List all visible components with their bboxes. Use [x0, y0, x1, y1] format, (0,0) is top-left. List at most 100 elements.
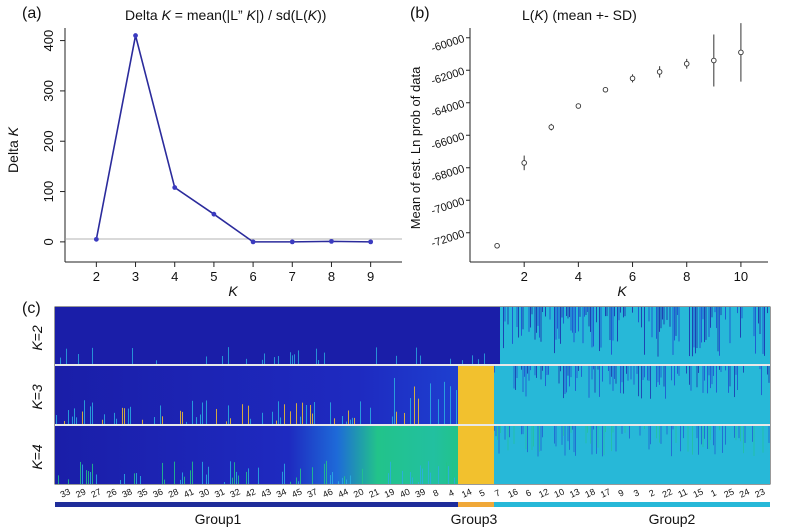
k3-admixture-bar: [597, 366, 599, 370]
panel-a-xtick-label: 5: [210, 269, 217, 284]
k3-admixture-bar: [202, 402, 203, 424]
k2-admixture-bar: [536, 307, 537, 333]
k2-admixture-bar: [588, 307, 590, 327]
sample-label: 7: [493, 488, 502, 499]
k2-admixture-bar: [617, 307, 618, 342]
k3-cluster-yellow: [458, 366, 494, 424]
k4-admixture-bar: [672, 426, 674, 430]
k4-admixture-bar: [58, 475, 59, 484]
k2-admixture-bar: [702, 307, 704, 320]
k4-admixture-bar: [738, 426, 740, 439]
k2-admixture-bar: [554, 307, 555, 354]
k3-admixture-bar: [734, 366, 735, 398]
k4-admixture-bar: [591, 426, 593, 455]
lk-point: [683, 61, 690, 67]
k3-admixture-bar: [644, 366, 645, 378]
k3-admixture-bar: [657, 366, 659, 383]
k2-admixture-bar: [534, 307, 536, 340]
k3-admixture-bar: [515, 366, 516, 390]
delta-k-point: [329, 238, 334, 244]
k4-admixture-bar: [346, 479, 347, 484]
panel-a-ylabel-part-1: K: [5, 126, 21, 136]
k4-admixture-bar: [446, 462, 447, 484]
k4-admixture-bar: [587, 426, 588, 433]
k2-admixture-bar: [725, 307, 726, 320]
panel-b-xlabel: K: [617, 283, 627, 299]
sample-label: 3: [632, 488, 641, 499]
k4-admixture-bar: [412, 477, 413, 484]
k3-admixture-bar: [548, 366, 549, 375]
k4-admixture-bar: [282, 471, 283, 484]
k4-admixture-bar: [248, 468, 249, 484]
panel-b-ytick-label: -60000: [430, 33, 466, 55]
k2-admixture-bar: [316, 348, 317, 364]
panel-a-ylabel-part-0: Delta: [5, 136, 21, 173]
panel-a-delta-k-chart: Delta K = mean(|L” K|) / sd(L(K)) Delta …: [5, 7, 402, 299]
sample-label: 25: [722, 486, 735, 499]
k2-admixture-bar: [318, 360, 319, 364]
k3-admixture-bar: [716, 366, 717, 393]
k3-admixture-bar: [627, 366, 629, 381]
k2-admixture-bar: [656, 307, 657, 339]
k3-admixture-bar: [430, 383, 431, 424]
k4-admixture-bar: [124, 473, 125, 484]
k3-admixture-bar: [56, 415, 57, 424]
k3-admixture-bar: [636, 366, 638, 374]
k2-admixture-bar: [657, 307, 659, 357]
panel-a-xtick-label: 6: [249, 269, 256, 284]
k2-admixture-bar: [262, 359, 263, 364]
panel-a-title-part-3: K: [247, 7, 257, 23]
sample-label: 2: [647, 488, 656, 499]
k3-admixture-bar: [720, 366, 722, 372]
k2-admixture-bar: [278, 356, 279, 364]
k3-admixture-bar: [563, 366, 564, 399]
k4-admixture-bar: [644, 426, 645, 430]
k3-admixture-bar: [162, 416, 163, 424]
k2-admixture-bar: [274, 357, 275, 364]
k2-admixture-bar: [651, 307, 653, 338]
k3-admixture-bar: [262, 412, 263, 424]
group1-bar: [55, 502, 458, 507]
panel-c-letter: (c): [22, 300, 41, 317]
sample-label: 36: [151, 486, 164, 499]
k4-admixture-bar: [542, 426, 543, 438]
k3-admixture-bar: [396, 411, 397, 424]
lk-point: [738, 49, 744, 56]
k4-admixture-bar: [284, 463, 285, 484]
sample-label: 26: [105, 486, 118, 499]
lk-point: [575, 103, 582, 109]
k3-admixture-bar: [527, 366, 528, 374]
k2-admixture-bar: [611, 307, 612, 355]
sample-label: 27: [90, 486, 103, 499]
k4-admixture-bar: [134, 473, 135, 484]
k3-admixture-bar: [735, 366, 737, 375]
k3-admixture-bar: [206, 400, 207, 424]
k3-admixture-bar: [342, 416, 343, 424]
k3-admixture-bar: [767, 366, 768, 375]
k4-admixture-bar: [238, 475, 239, 484]
k3-admixture-bar: [104, 414, 105, 424]
k2-admixture-bar: [591, 307, 593, 348]
k3-admixture-bar: [124, 408, 125, 424]
k3-admixture-bar: [68, 410, 69, 424]
k4-admixture-bar: [190, 470, 191, 484]
k2-admixture-bar: [716, 307, 717, 329]
sample-label: 21: [367, 486, 380, 499]
panel-a-xtick-label: 4: [171, 269, 178, 284]
k3-admixture-bar: [438, 399, 439, 424]
k4-admixture-bar: [624, 426, 626, 433]
sample-label: 37: [306, 486, 319, 499]
k3-cluster-light-blue: [494, 366, 770, 424]
k3-admixture-bar: [522, 366, 524, 393]
k3-admixture-bar: [567, 366, 569, 376]
panel-a-title-part-2: = mean(|L”: [171, 7, 247, 23]
k2-admixture-bar: [228, 347, 229, 364]
k4-admixture-bar: [572, 426, 573, 430]
sample-label: 16: [506, 486, 519, 499]
k4-admixture-bar: [326, 460, 327, 484]
k2-admixture-bar: [570, 307, 572, 331]
k2-admixture-bar: [606, 307, 608, 317]
sample-label: 20: [352, 486, 365, 499]
sample-label: 32: [228, 486, 241, 499]
k3-admixture-bar: [64, 420, 65, 424]
